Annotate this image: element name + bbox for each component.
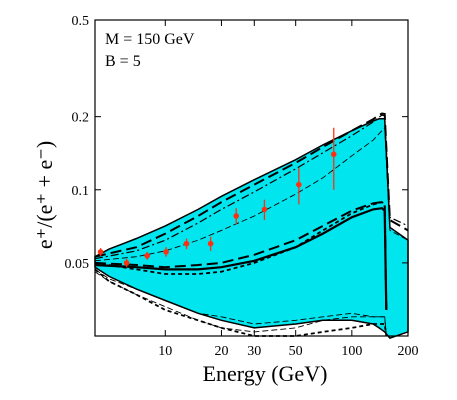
series-line-5 bbox=[94, 126, 409, 262]
x-axis-title: Energy (GeV) bbox=[203, 361, 328, 386]
series-layer bbox=[94, 112, 409, 337]
series-line-7 bbox=[94, 269, 387, 337]
data-point bbox=[233, 213, 240, 219]
y-tick-label: 0.1 bbox=[72, 184, 90, 199]
data-point bbox=[296, 181, 302, 188]
x-tick-label: 200 bbox=[398, 344, 419, 359]
data-point bbox=[163, 249, 169, 255]
x-tick-label: 20 bbox=[214, 344, 228, 359]
data-point bbox=[183, 240, 190, 247]
annotation-boost: B = 5 bbox=[105, 53, 141, 70]
data-point bbox=[144, 252, 151, 259]
series-line-4 bbox=[94, 114, 409, 260]
data-point bbox=[123, 260, 130, 266]
series-line-3 bbox=[94, 112, 409, 258]
x-tick-label: 50 bbox=[289, 344, 303, 359]
x-tick-label: 30 bbox=[247, 344, 261, 359]
data-point bbox=[97, 249, 104, 255]
series-line-1 bbox=[94, 201, 388, 311]
y-tick-label: 0.5 bbox=[72, 14, 90, 29]
series-line-2 bbox=[94, 201, 388, 311]
data-point bbox=[207, 240, 214, 247]
data-point bbox=[330, 151, 337, 158]
y-tick-label: 0.05 bbox=[65, 257, 90, 272]
annotation-mass: M = 150 GeV bbox=[105, 31, 195, 48]
data-point bbox=[261, 206, 268, 213]
series-line-6 bbox=[94, 271, 387, 337]
ticks-layer: 10 20 30 50 100 200 0.05 0.1 0.2 0.5 bbox=[65, 14, 419, 359]
x-tick-label: 100 bbox=[341, 344, 362, 359]
y-axis-title: e⁺/(e⁺ + e⁻) bbox=[32, 141, 57, 249]
x-tick-label: 10 bbox=[158, 344, 172, 359]
series-line-8 bbox=[94, 268, 388, 337]
plot-border bbox=[94, 19, 409, 337]
points-layer bbox=[97, 127, 337, 268]
y-tick-label: 0.2 bbox=[72, 111, 90, 126]
